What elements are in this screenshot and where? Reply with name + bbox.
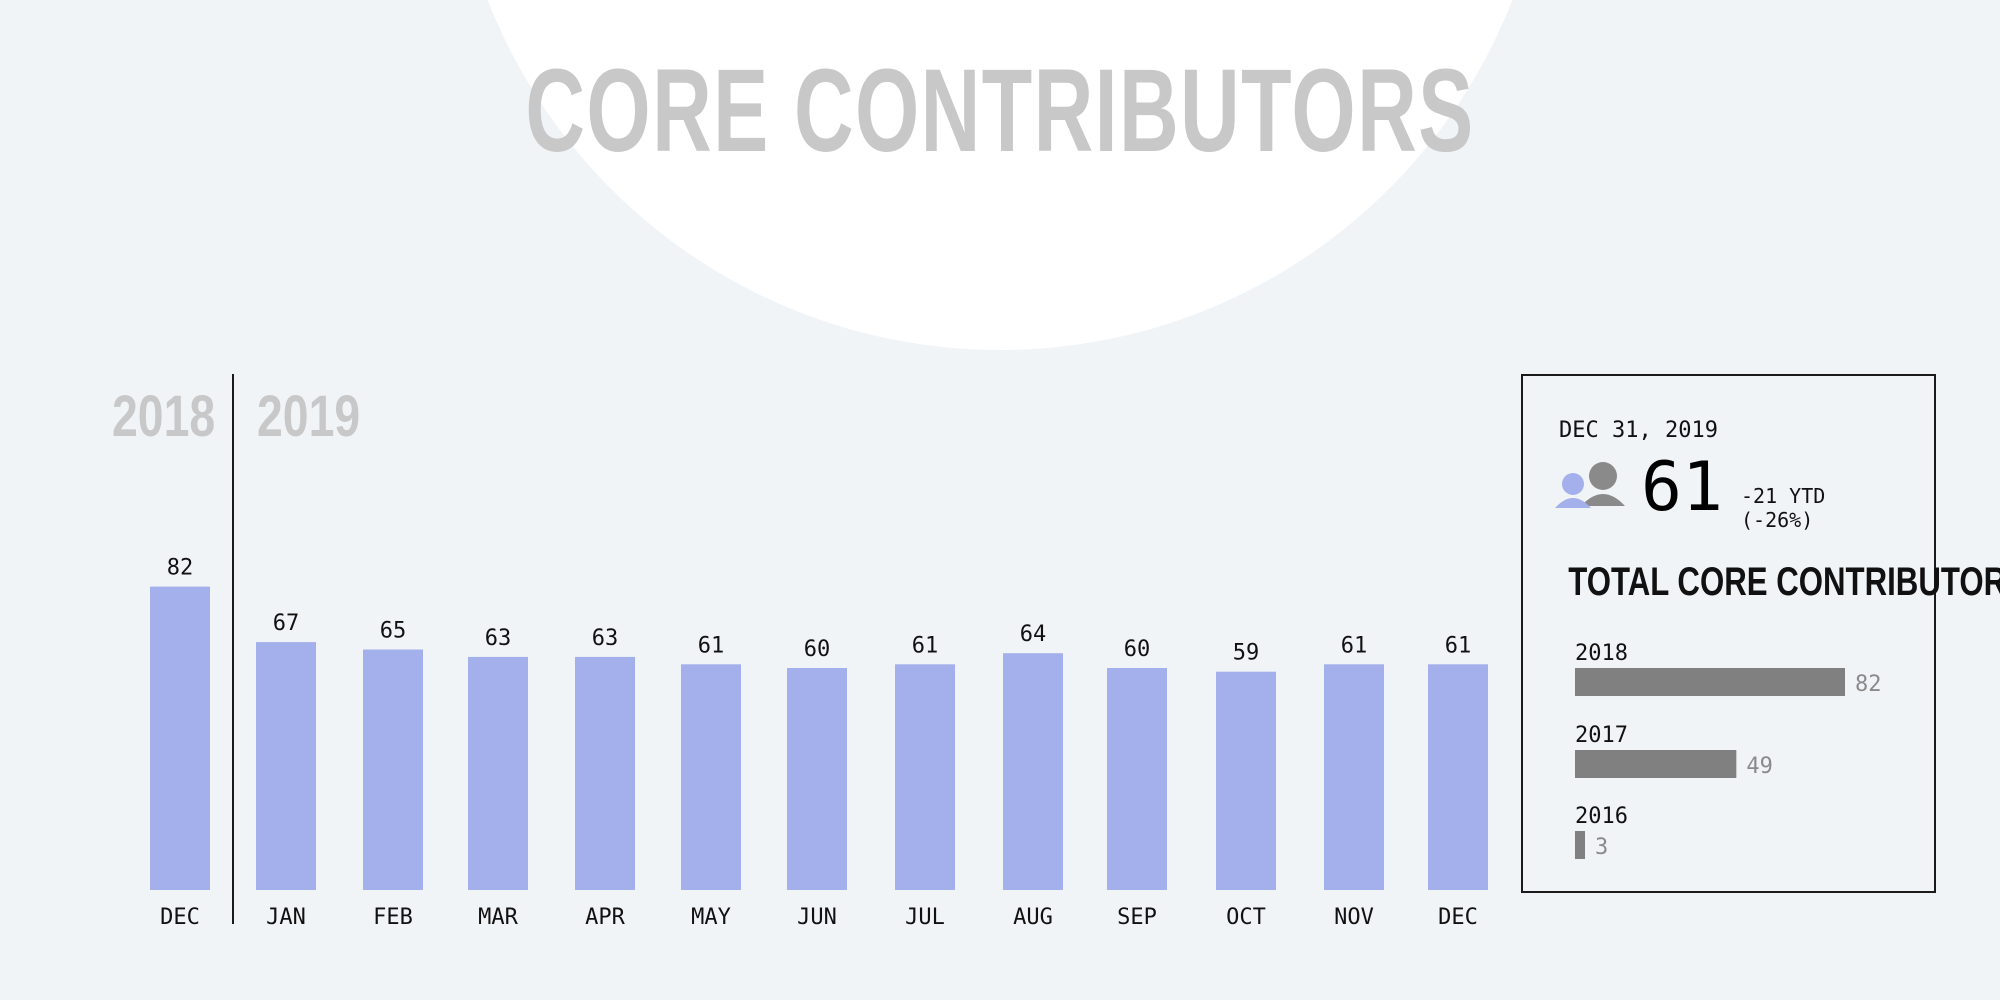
month-label: JUN: [797, 905, 837, 930]
bar-jun-6: [787, 668, 847, 890]
month-label: AUG: [1013, 905, 1053, 930]
bar-value-label: 60: [1124, 637, 1151, 662]
year-total-label: 2018: [1575, 641, 1628, 666]
month-label: MAY: [691, 905, 731, 930]
year-divider: [232, 374, 234, 924]
month-label: APR: [585, 905, 625, 930]
bar-may-5: [681, 664, 741, 890]
summary-change-ytd: -21 YTD: [1741, 484, 1826, 508]
year-label-2018: 2018: [112, 384, 216, 449]
bar-dec-12: [1428, 664, 1488, 890]
bar-value-label: 64: [1020, 622, 1047, 647]
bar-nov-11: [1324, 664, 1384, 890]
bar-mar-3: [468, 656, 528, 890]
bar-aug-8: [1003, 653, 1063, 890]
year-total-label: 2017: [1575, 723, 1628, 748]
page-title: CORE CONTRIBUTORS: [525, 45, 1475, 177]
bar-oct-10: [1216, 671, 1276, 890]
bar-value-label: 61: [1445, 633, 1472, 658]
summary-date: DEC 31, 2019: [1559, 418, 1718, 443]
bar-jan-1: [256, 642, 316, 890]
month-label: JAN: [266, 905, 306, 930]
year-total-bar-2017: [1575, 750, 1737, 778]
year-total-value: 49: [1746, 754, 1773, 779]
bar-value-label: 63: [592, 626, 619, 651]
bar-value-label: 65: [380, 619, 407, 644]
bar-value-label: 59: [1233, 641, 1260, 666]
year-total-bar-2016: [1575, 831, 1585, 859]
bar-dec-0: [150, 586, 210, 890]
month-label: FEB: [373, 905, 413, 930]
bar-jul-7: [895, 664, 955, 890]
month-label: JUL: [905, 905, 945, 930]
bar-feb-2: [363, 649, 423, 890]
bar-value-label: 61: [698, 633, 725, 658]
bar-value-label: 67: [273, 611, 300, 636]
year-total-bar-2018: [1575, 668, 1845, 696]
summary-change-percent: (-26%): [1741, 508, 1814, 532]
bar-value-label: 61: [1341, 633, 1368, 658]
month-label: MAR: [478, 905, 518, 930]
summary-change: -21 YTD (-26%): [1741, 484, 1825, 532]
summary-value: 61: [1641, 448, 1723, 527]
year-total-value: 3: [1595, 835, 1608, 860]
month-label: OCT: [1226, 905, 1266, 930]
month-label: SEP: [1117, 905, 1157, 930]
month-label: DEC: [1438, 905, 1478, 930]
year-total-label: 2016: [1575, 804, 1628, 829]
bar-value-label: 61: [912, 633, 939, 658]
bar-value-label: 60: [804, 637, 831, 662]
yearly-bar-chart: 2018 82 2017 49 2016 3: [1575, 641, 1882, 860]
monthly-bar-chart: 82 DEC 67 JAN 65 FEB 63 MAR 63 APR 61 MAY 60 JUN 61 JUL…: [150, 556, 1488, 930]
bar-value-label: 63: [485, 626, 512, 651]
bar-apr-4: [575, 656, 635, 890]
summary-card: DEC 31, 2019 61 -21 YTD (-26%) TOTAL COR…: [1521, 374, 2000, 893]
month-label: NOV: [1334, 905, 1374, 930]
bar-value-label: 82: [167, 556, 194, 581]
people-icon: [1555, 462, 1625, 508]
summary-heading: TOTAL CORE CONTRIBUTORS: [1568, 560, 2000, 604]
bar-sep-9: [1107, 668, 1167, 890]
month-label: DEC: [160, 905, 200, 930]
year-total-value: 82: [1855, 672, 1882, 697]
year-label-2019: 2019: [257, 384, 361, 449]
